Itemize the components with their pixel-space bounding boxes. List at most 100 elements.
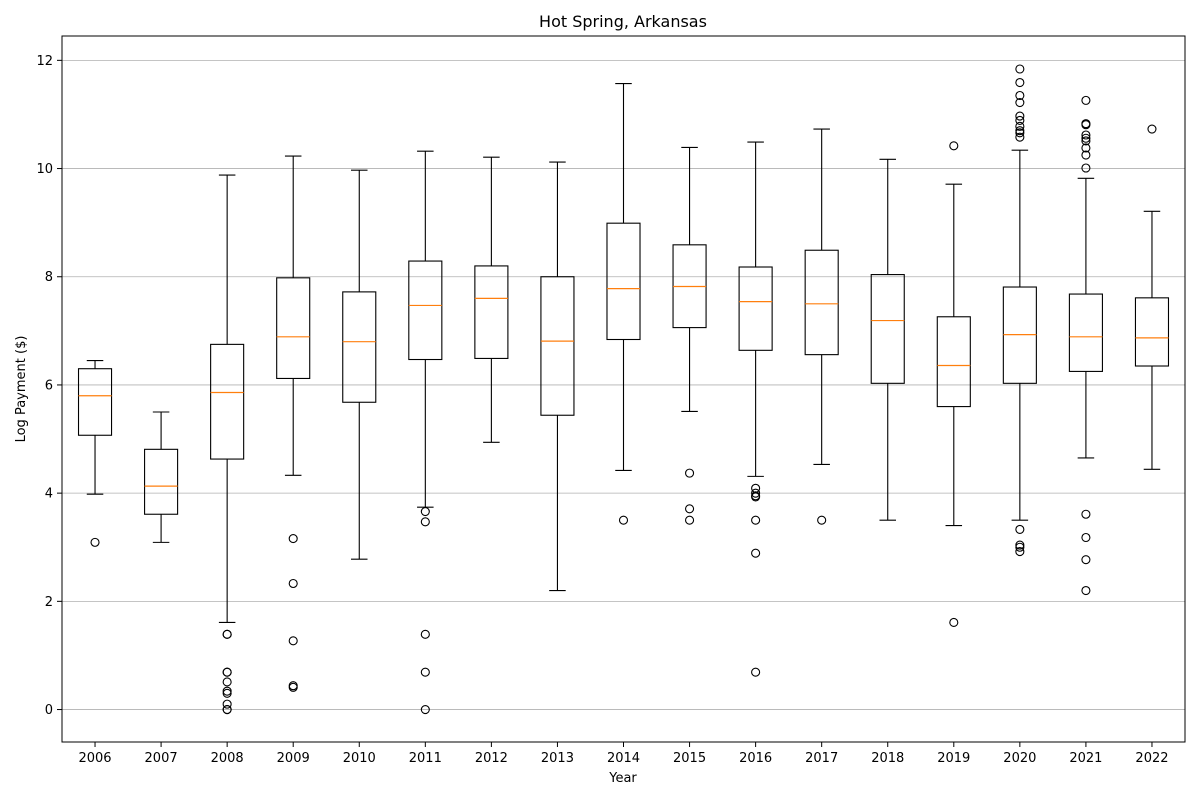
x-tick-label: 2018 <box>871 751 904 766</box>
box-2020 <box>1002 64 1037 557</box>
outlier-point <box>949 617 959 627</box>
outlier-point <box>1081 532 1091 543</box>
outlier-point <box>1015 524 1025 534</box>
outlier-point <box>222 688 232 698</box>
iqr-box <box>77 368 113 436</box>
outlier-point <box>420 667 430 677</box>
outlier-point <box>751 488 761 498</box>
outlier-point <box>222 699 232 709</box>
box-2006 <box>77 360 113 547</box>
x-axis-label: Year <box>608 771 637 786</box>
box-2014 <box>606 83 641 525</box>
box-2011 <box>408 150 443 715</box>
iqr-box <box>1068 293 1103 372</box>
outlier-point <box>288 636 298 646</box>
outlier-point <box>420 704 430 715</box>
x-tick-label: 2006 <box>78 751 111 766</box>
x-tick-label: 2019 <box>937 751 970 766</box>
y-tick-label: 4 <box>45 487 53 502</box>
box-series <box>77 64 1170 715</box>
box-2010 <box>342 169 377 560</box>
x-tick-label: 2011 <box>409 751 442 766</box>
outlier-point <box>751 515 761 525</box>
iqr-box <box>606 222 641 341</box>
iqr-box <box>738 266 773 351</box>
iqr-box <box>936 316 971 408</box>
x-tick-label: 2016 <box>739 751 772 766</box>
outlier-point <box>288 534 298 544</box>
iqr-box <box>804 249 839 356</box>
outlier-point <box>1015 64 1025 74</box>
y-tick-label: 12 <box>36 54 53 69</box>
box-2022 <box>1134 124 1170 470</box>
iqr-box <box>408 260 443 361</box>
x-tick-label: 2008 <box>211 751 244 766</box>
iqr-box <box>870 274 905 384</box>
outlier-point <box>1081 120 1091 130</box>
plot-frame <box>61 35 1186 743</box>
x-tick-label: 2017 <box>805 751 838 766</box>
outlier-point <box>1081 95 1091 105</box>
box-2018 <box>870 158 905 521</box>
x-tick-label: 2020 <box>1003 751 1036 766</box>
box-2008 <box>210 174 245 715</box>
tick-labels: 0 2 4 6 8 10 12 2006 2007 2008 2009 2010 2011 2012 201… <box>36 54 1168 766</box>
y-tick-label: 2 <box>45 595 53 610</box>
box-2015 <box>672 146 707 525</box>
outlier-point <box>1081 555 1091 565</box>
y-tick-label: 10 <box>36 162 53 177</box>
outlier-point <box>222 629 232 639</box>
outlier-point <box>1015 111 1025 121</box>
iqr-box <box>276 277 311 380</box>
outlier-point <box>1015 128 1025 138</box>
axes <box>57 35 1186 747</box>
box-2017 <box>804 128 839 525</box>
iqr-box <box>540 276 575 416</box>
outlier-point <box>1081 136 1091 146</box>
outlier-point <box>1081 163 1091 173</box>
outlier-point <box>420 629 430 639</box>
x-tick-label: 2010 <box>343 751 376 766</box>
iqr-box <box>210 343 245 460</box>
outlier-point <box>420 517 430 527</box>
outlier-point <box>1081 509 1091 519</box>
box-2019 <box>936 141 971 627</box>
outlier-point <box>817 515 827 525</box>
outlier-point <box>1015 97 1025 108</box>
outlier-point <box>1081 130 1091 140</box>
outlier-point <box>90 537 100 547</box>
outlier-point <box>1015 132 1025 142</box>
outlier-point <box>1081 150 1091 160</box>
x-tick-label: 2012 <box>475 751 508 766</box>
iqr-box <box>474 265 509 359</box>
x-tick-label: 2009 <box>277 751 310 766</box>
outlier-point <box>1015 90 1025 101</box>
outlier-point <box>1015 115 1025 125</box>
y-tick-label: 8 <box>45 270 53 285</box>
outlier-point <box>1015 77 1025 88</box>
outlier-point <box>751 667 761 677</box>
box-2016 <box>738 141 773 677</box>
x-tick-label: 2021 <box>1069 751 1102 766</box>
outlier-point <box>222 677 232 687</box>
x-tick-label: 2013 <box>541 751 574 766</box>
outlier-point <box>618 515 629 525</box>
y-axis-label: Log Payment ($) <box>14 336 29 443</box>
x-tick-label: 2022 <box>1135 751 1168 766</box>
x-tick-label: 2007 <box>145 751 178 766</box>
x-tick-label: 2015 <box>673 751 706 766</box>
y-tick-label: 6 <box>45 378 53 393</box>
outlier-point <box>1015 547 1025 557</box>
box-2012 <box>474 156 509 443</box>
box-2009 <box>276 155 311 692</box>
iqr-box <box>1134 297 1170 367</box>
outlier-point <box>222 667 232 677</box>
outlier-point <box>288 682 298 692</box>
outlier-point <box>949 141 959 151</box>
iqr-box <box>342 291 377 403</box>
y-tick-label: 0 <box>45 703 53 718</box>
outlier-point <box>1147 124 1157 134</box>
chart-title: Hot Spring, Arkansas <box>539 12 707 31</box>
outlier-point <box>685 515 695 525</box>
